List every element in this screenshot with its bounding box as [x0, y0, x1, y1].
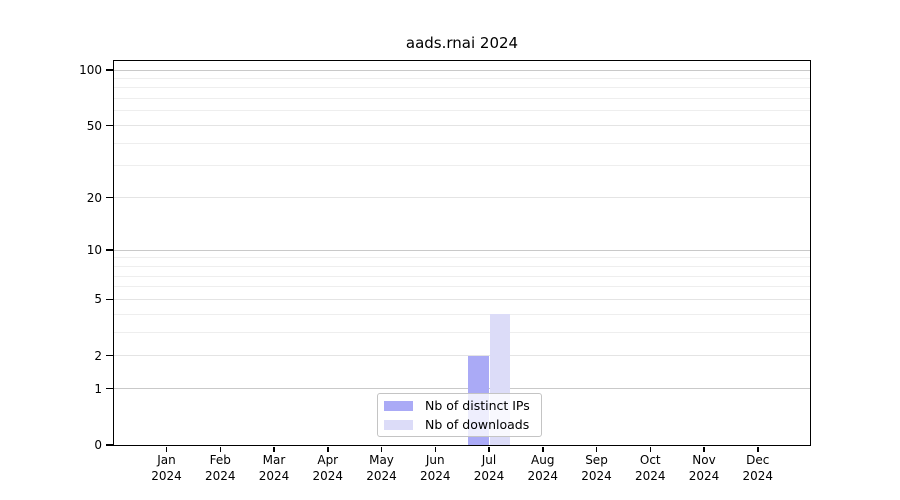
y-tick-label: 1 [94, 381, 102, 396]
y-tick [106, 196, 113, 199]
legend-row: Nb of downloads [384, 416, 535, 432]
x-tick-label-month: Jun [425, 453, 445, 467]
x-tick-label: Sep 2024 [565, 453, 629, 484]
x-tick [703, 446, 705, 452]
chart-title: aads.rnai 2024 [405, 34, 519, 52]
y-tick [106, 354, 113, 357]
legend-swatch [384, 400, 413, 411]
y-gridline-minor [114, 110, 810, 112]
x-tick [649, 446, 651, 452]
x-tick-label-month: Mar [262, 453, 286, 467]
y-gridline [114, 69, 810, 71]
x-tick-label-year: 2024 [366, 468, 397, 483]
x-tick-label-month: Apr [317, 453, 339, 467]
x-tick-label-month: Jul [481, 453, 497, 467]
x-tick-label-year: 2024 [204, 468, 236, 483]
x-tick-label-year: 2024 [151, 468, 182, 483]
y-tick [106, 298, 113, 301]
x-tick-label-year: 2024 [473, 468, 505, 483]
x-tick-label-month: May [369, 453, 394, 467]
x-tick-label-year: 2024 [581, 468, 612, 483]
x-tick-label: Mar 2024 [242, 453, 306, 484]
plot-area: 0 1 2 5 10 20 50 100 Jan 2024 Feb 2024 Mar 2024 Apr 202… [79, 60, 811, 483]
legend-label: Nb of distinct IPs [425, 397, 530, 413]
x-tick [488, 446, 490, 452]
x-tick [595, 446, 598, 452]
x-tick-label-month: Feb [209, 453, 231, 467]
x-tick-label: Oct 2024 [618, 453, 682, 484]
x-tick-label-year: 2024 [527, 468, 559, 483]
x-tick-label: May 2024 [350, 453, 414, 484]
x-tick-label-month: Jan [157, 453, 176, 467]
y-gridline-minor [114, 87, 810, 89]
y-gridline-minor [114, 275, 810, 277]
x-tick [327, 446, 329, 452]
y-tick-label: 0 [94, 438, 102, 452]
x-tick-label-month: Oct [639, 453, 661, 467]
x-tick-label: Apr 2024 [296, 453, 360, 484]
y-gridline [114, 249, 810, 251]
y-gridline-minor [114, 313, 810, 315]
x-tick-label-year: 2024 [742, 468, 774, 483]
x-tick-label: Jul 2024 [457, 453, 521, 484]
x-tick-label-month: Aug [531, 453, 555, 467]
x-tick-label-year: 2024 [688, 468, 720, 483]
x-tick [434, 446, 436, 452]
x-tick [165, 446, 168, 452]
y-gridline-minor [114, 331, 810, 333]
y-gridline-minor [114, 77, 810, 79]
x-tick-label: Jan 2024 [135, 453, 199, 484]
legend-swatch [384, 419, 413, 430]
x-tick [219, 446, 221, 452]
x-tick-label: Feb 2024 [188, 453, 252, 484]
y-gridline-minor [114, 265, 810, 267]
y-gridline [114, 125, 810, 127]
y-tick [106, 124, 113, 127]
x-tick [542, 446, 544, 452]
y-gridline [114, 197, 810, 199]
x-tick-label-year: 2024 [634, 468, 666, 483]
x-tick-label-month: Sep [585, 453, 608, 467]
y-gridline-minor [114, 165, 810, 167]
legend-label: Nb of downloads [425, 416, 530, 432]
x-tick-label-year: 2024 [258, 468, 290, 483]
y-gridline-minor [114, 98, 810, 100]
y-tick-label: 100 [79, 63, 102, 77]
x-tick [757, 446, 759, 452]
x-tick-label: Aug 2024 [511, 453, 575, 484]
legend: Nb of distinct IPs Nb of downloads [377, 393, 542, 437]
legend-row: Nb of distinct IPs [384, 397, 535, 413]
x-tick-label-year: 2024 [312, 468, 344, 483]
y-tick-label: 2 [94, 348, 102, 363]
y-tick-label: 20 [86, 190, 102, 205]
y-gridline-minor [114, 142, 810, 144]
x-tick-label-month: Nov [692, 453, 716, 467]
x-tick-label: Jun 2024 [403, 453, 467, 484]
y-tick [106, 387, 113, 390]
y-gridline [114, 355, 810, 357]
x-tick-label-month: Dec [746, 453, 770, 467]
y-tick [106, 249, 113, 251]
x-tick [380, 446, 383, 452]
x-tick-label: Nov 2024 [672, 453, 736, 484]
y-gridline [114, 298, 810, 300]
y-gridline-minor [114, 257, 810, 259]
y-gridline [114, 388, 810, 390]
y-tick [106, 69, 113, 71]
y-tick-label: 5 [94, 292, 102, 307]
y-gridline-minor [114, 286, 810, 288]
y-tick-label: 50 [86, 118, 102, 133]
y-tick [106, 444, 113, 446]
x-tick-label: Dec 2024 [726, 453, 790, 484]
x-tick [273, 446, 275, 452]
x-tick-label-year: 2024 [419, 468, 451, 483]
y-tick-label: 10 [86, 243, 102, 258]
